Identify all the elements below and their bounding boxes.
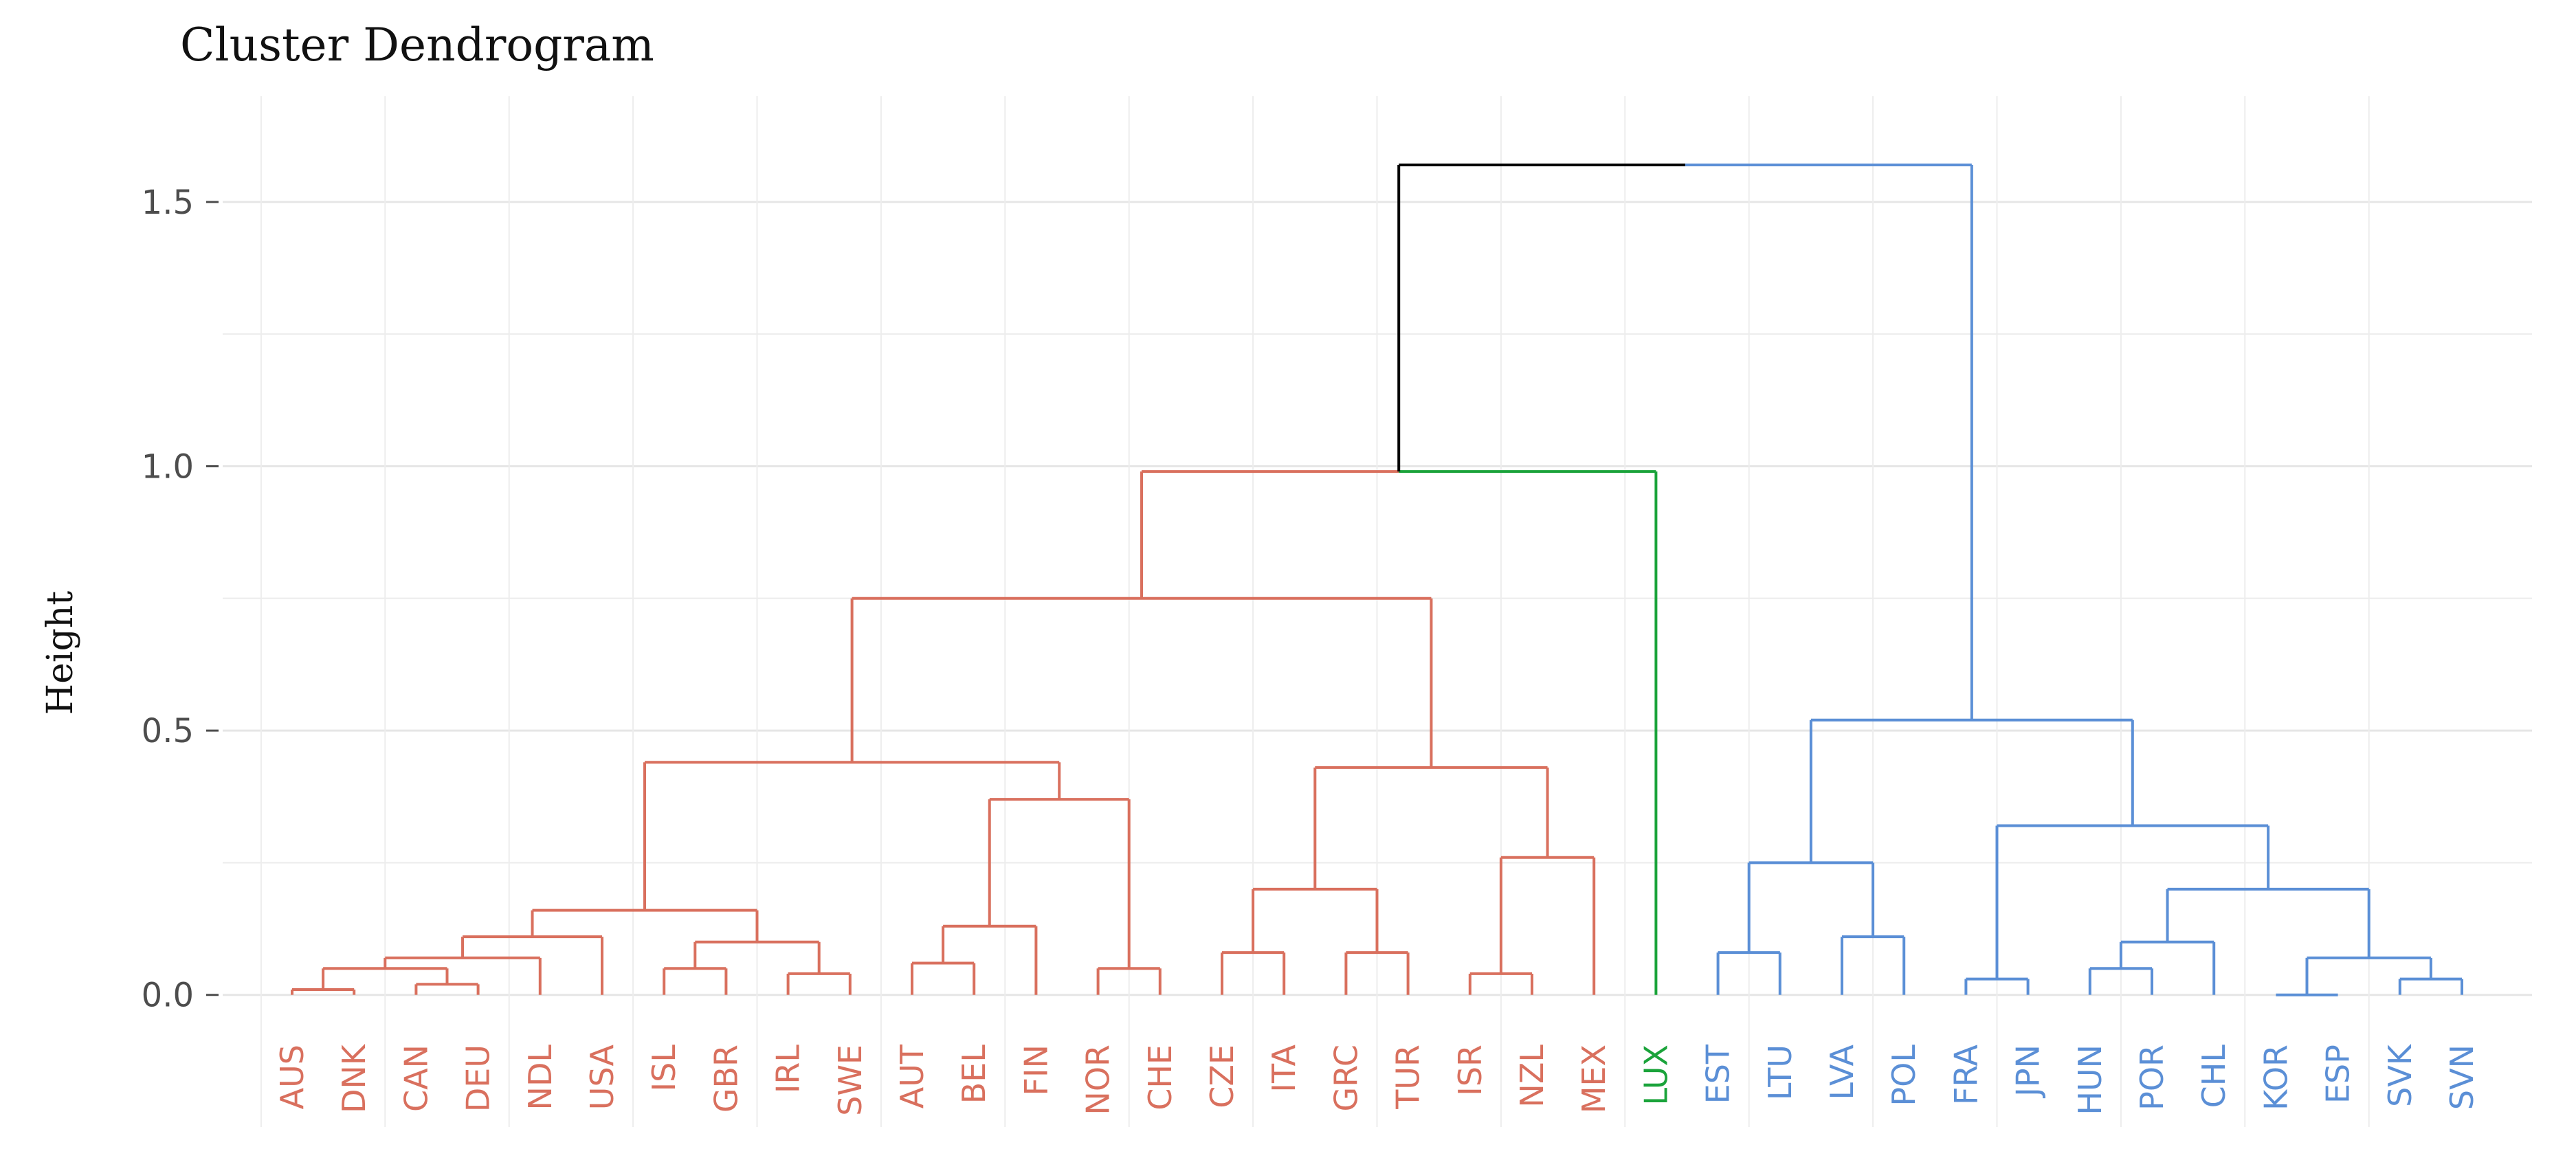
leaf-label-che: CHE bbox=[1142, 1045, 1179, 1111]
leaf-label-cze: CZE bbox=[1203, 1045, 1241, 1108]
leaf-label-deu: DEU bbox=[460, 1045, 497, 1112]
y-tick-label: 0.5 bbox=[142, 712, 194, 750]
leaf-label-tur: TUR bbox=[1390, 1045, 1427, 1110]
dendrogram-tree bbox=[291, 164, 2463, 996]
grid-layer bbox=[223, 96, 2532, 1127]
leaf-label-hun: HUN bbox=[2072, 1045, 2109, 1115]
leaf-label-svk: SVK bbox=[2381, 1043, 2419, 1107]
leaf-label-gbr: GBR bbox=[707, 1045, 744, 1113]
leaf-label-dnk: DNK bbox=[335, 1043, 373, 1113]
leaf-label-kor: KOR bbox=[2257, 1045, 2294, 1111]
leaf-labels: AUS DNK CAN DEU NDL USA ISL GBR IRL SWE AUT BEL FIN N… bbox=[274, 1043, 2480, 1116]
leaf-label-usa: USA bbox=[584, 1044, 621, 1110]
leaf-label-aus: AUS bbox=[274, 1045, 311, 1109]
leaf-label-nzl: NZL bbox=[1513, 1045, 1551, 1108]
leaf-label-por: POR bbox=[2133, 1045, 2170, 1111]
leaf-label-nor: NOR bbox=[1080, 1045, 1117, 1115]
y-tick-label: 1.0 bbox=[142, 447, 194, 486]
leaf-label-esp: ESP bbox=[2320, 1045, 2357, 1104]
leaf-label-isr: ISR bbox=[1452, 1045, 1489, 1096]
leaf-label-lva: LVA bbox=[1823, 1044, 1861, 1100]
leaf-label-pol: POL bbox=[1885, 1045, 1922, 1106]
leaf-label-svn: SVN bbox=[2443, 1045, 2480, 1110]
leaf-label-irl: IRL bbox=[770, 1045, 807, 1094]
leaf-label-ltu: LTU bbox=[1762, 1045, 1799, 1100]
leaf-label-chl: CHL bbox=[2195, 1045, 2232, 1108]
leaf-label-aut: AUT bbox=[893, 1044, 931, 1108]
leaf-label-mex: MEX bbox=[1575, 1045, 1612, 1113]
leaf-label-ndl: NDL bbox=[522, 1045, 559, 1111]
leaf-label-est: EST bbox=[1700, 1044, 1737, 1104]
y-axis: 0.0 0.5 1.0 1.5 bbox=[142, 183, 219, 1015]
leaf-label-can: CAN bbox=[397, 1045, 434, 1112]
leaf-label-grc: GRC bbox=[1327, 1045, 1364, 1111]
leaf-label-swe: SWE bbox=[832, 1045, 869, 1116]
leaf-label-jpn: JPN bbox=[2010, 1045, 2047, 1099]
chart-title: Cluster Dendrogram bbox=[180, 19, 654, 71]
leaf-label-bel: BEL bbox=[955, 1045, 992, 1104]
leaf-label-ita: ITA bbox=[1265, 1044, 1302, 1092]
leaf-label-lux: LUX bbox=[1637, 1045, 1674, 1106]
leaf-label-isl: ISL bbox=[645, 1045, 682, 1092]
leaf-label-fin: FIN bbox=[1017, 1045, 1054, 1095]
leaf-label-fra: FRA bbox=[1947, 1044, 1984, 1105]
y-axis-title: Height bbox=[40, 591, 81, 715]
y-tick-label: 0.0 bbox=[142, 977, 194, 1015]
y-tick-label: 1.5 bbox=[142, 183, 194, 222]
